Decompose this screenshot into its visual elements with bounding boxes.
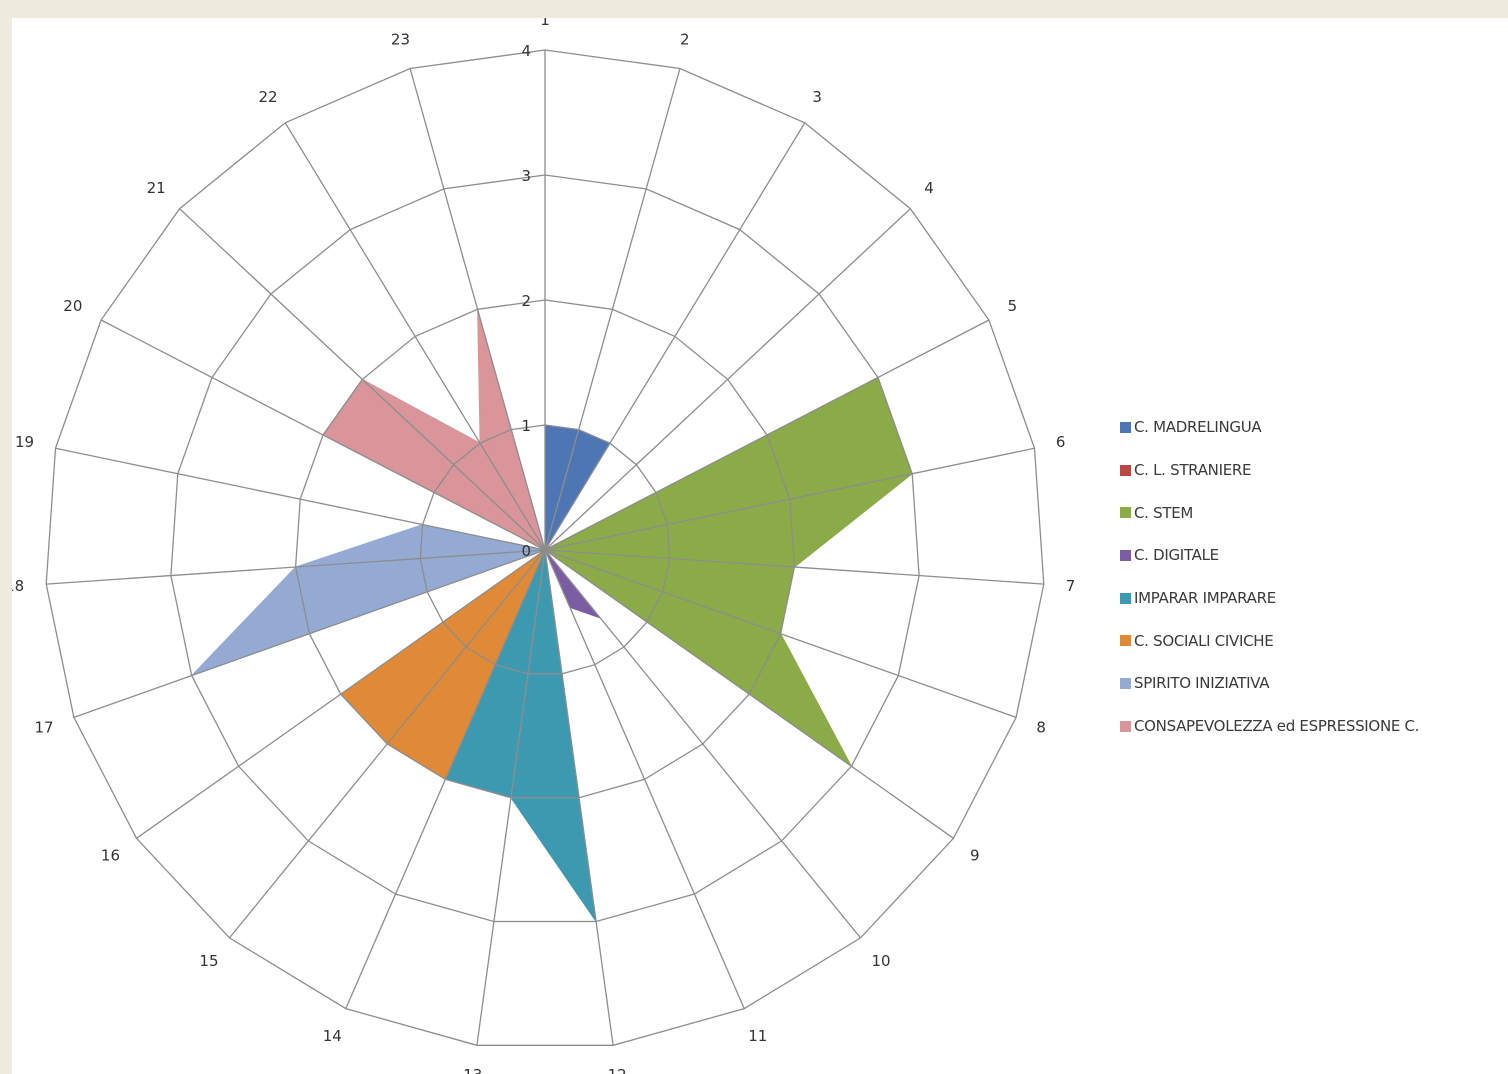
legend-item: C. L. STRANIERE [1120, 449, 1419, 492]
spoke-7 [544, 549, 1044, 585]
spoke-18 [46, 549, 546, 585]
legend-item: C. SOCIALI CIVICHE [1120, 619, 1419, 662]
radial-tick-label: 0 [521, 542, 531, 560]
category-label-13: 13 [463, 1066, 482, 1074]
spoke-17 [73, 549, 546, 719]
spoke-4 [544, 208, 911, 551]
legend-label: C. L. STRANIERE [1134, 461, 1252, 480]
spoke-2 [544, 68, 681, 551]
category-label-20: 20 [63, 297, 82, 315]
legend-swatch [1120, 507, 1131, 519]
spoke-12 [544, 549, 614, 1046]
legend-item: CONSAPEVOLEZZA ed ESPRESSIONE C. [1120, 705, 1419, 748]
category-label-12: 12 [608, 1066, 627, 1074]
category-label-14: 14 [323, 1027, 342, 1045]
legend-item: C. DIGITALE [1120, 534, 1419, 577]
category-label-3: 3 [812, 88, 822, 106]
spoke-22 [284, 122, 546, 551]
grid-layer [45, 49, 1045, 1046]
legend-item: IMPARAR IMPARARE [1120, 577, 1419, 620]
category-label-16: 16 [101, 847, 120, 865]
category-label-4: 4 [924, 179, 934, 197]
spoke-15 [228, 549, 546, 939]
legend-swatch [1120, 549, 1131, 561]
legend-item: SPIRITO INIZIATIVA [1120, 662, 1419, 705]
category-label-11: 11 [748, 1027, 767, 1045]
spoke-16 [136, 549, 546, 839]
spoke-9 [544, 549, 954, 839]
legend-swatch [1120, 720, 1131, 732]
category-label-5: 5 [1008, 297, 1018, 315]
grid-ring-4 [45, 49, 1045, 1046]
category-label-2: 2 [680, 31, 690, 49]
radial-tick-label: 2 [521, 292, 531, 310]
category-label-18: 18 [12, 577, 24, 595]
category-label-19: 19 [15, 433, 34, 451]
spoke-5 [544, 319, 990, 551]
spoke-3 [544, 122, 806, 551]
spoke-23 [409, 68, 546, 551]
radial-tick-label: 1 [521, 417, 531, 435]
legend-item: C. MADRELINGUA [1120, 406, 1419, 449]
grid-ring-1 [419, 424, 671, 675]
spoke-6 [544, 447, 1035, 551]
category-label-21: 21 [147, 179, 166, 197]
legend-swatch [1120, 464, 1131, 476]
category-label-15: 15 [199, 952, 218, 970]
legend-label: CONSAPEVOLEZZA ed ESPRESSIONE C. [1134, 717, 1420, 736]
spoke-20 [100, 319, 546, 551]
legend-label: C. STEM [1134, 503, 1194, 522]
spoke-13 [476, 549, 546, 1046]
label-layer: 0123412345678910111213141516171819202122… [12, 18, 1075, 1074]
spoke-21 [179, 208, 546, 551]
chart-area: 0123412345678910111213141516171819202122… [12, 18, 1508, 1074]
legend-item: C. STEM [1120, 491, 1419, 534]
category-label-9: 9 [970, 847, 980, 865]
radial-tick-label: 3 [521, 167, 531, 185]
grid-ring-3 [170, 174, 920, 923]
category-label-23: 23 [391, 31, 410, 49]
spoke-11 [544, 549, 745, 1009]
legend-label: C. MADRELINGUA [1134, 418, 1262, 437]
category-label-6: 6 [1056, 433, 1066, 451]
spoke-10 [544, 549, 862, 939]
legend-label: SPIRITO INIZIATIVA [1134, 674, 1270, 693]
category-label-7: 7 [1066, 577, 1076, 595]
spoke-14 [345, 549, 546, 1009]
legend-swatch [1120, 677, 1131, 689]
category-label-22: 22 [259, 88, 278, 106]
legend-label: IMPARAR IMPARARE [1134, 589, 1276, 608]
series-layer [191, 309, 913, 922]
radial-tick-label: 4 [521, 42, 531, 60]
grid-ring-2 [294, 299, 796, 799]
spoke-19 [55, 447, 546, 551]
category-label-17: 17 [35, 719, 54, 737]
category-label-8: 8 [1036, 719, 1046, 737]
category-label-1: 1 [540, 18, 550, 29]
legend-swatch [1120, 635, 1131, 647]
category-label-10: 10 [872, 952, 891, 970]
legend-swatch [1120, 592, 1131, 604]
radar-chart: 0123412345678910111213141516171819202122… [12, 18, 1075, 1074]
legend-swatch [1120, 421, 1131, 433]
legend-label: C. DIGITALE [1134, 546, 1219, 565]
legend: C. MADRELINGUA C. L. STRANIERE C. STEM C. D… [1120, 406, 1419, 748]
spoke-8 [544, 549, 1017, 719]
legend-label: C. SOCIALI CIVICHE [1134, 631, 1274, 650]
